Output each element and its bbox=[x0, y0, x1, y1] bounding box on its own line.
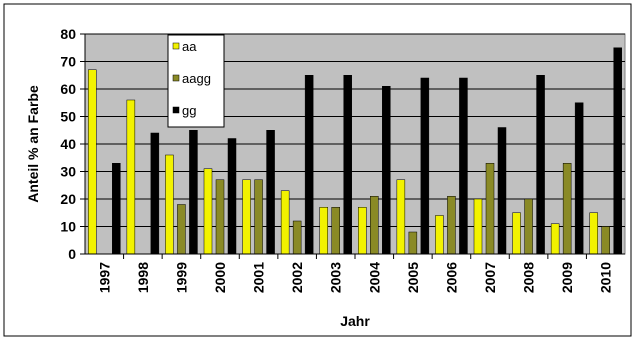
bar-aa-2005 bbox=[396, 179, 406, 255]
legend: aa aagg gg bbox=[167, 34, 225, 128]
x-tick-label: 2009 bbox=[559, 262, 575, 293]
legend-label-gg: gg bbox=[182, 103, 196, 118]
bar-gg-1998 bbox=[150, 132, 160, 255]
bars bbox=[88, 47, 622, 255]
y-tick-label: 40 bbox=[60, 136, 76, 152]
x-tick-label: 2004 bbox=[366, 262, 382, 293]
bar-aagg-2003 bbox=[331, 207, 340, 255]
bar-aa-2002 bbox=[280, 190, 290, 255]
bar-aa-1999 bbox=[165, 154, 174, 255]
bar-aagg-2005 bbox=[408, 231, 418, 255]
y-tick-label: 50 bbox=[60, 109, 76, 125]
bar-aagg-2007 bbox=[485, 163, 495, 255]
bar-gg-2001 bbox=[266, 130, 275, 255]
bar-aa-1997 bbox=[88, 69, 97, 255]
y-tick-label: 0 bbox=[68, 246, 76, 262]
bar-aagg-2006 bbox=[447, 196, 456, 255]
bar-gg-2009 bbox=[574, 102, 584, 255]
bar-aa-2001 bbox=[242, 179, 251, 255]
y-tick-label: 30 bbox=[60, 164, 76, 180]
x-tick-label: 1997 bbox=[96, 262, 112, 293]
y-tick-label: 80 bbox=[60, 26, 76, 42]
bar-aagg-2008 bbox=[524, 198, 533, 255]
legend-swatch-aagg bbox=[172, 74, 180, 82]
legend-swatch-gg bbox=[172, 106, 180, 114]
x-tick-label: 1998 bbox=[135, 262, 151, 293]
bar-aa-2000 bbox=[203, 168, 213, 255]
bar-aa-2007 bbox=[473, 198, 483, 255]
x-tick-label: 2005 bbox=[405, 262, 421, 293]
legend-label-aa: aa bbox=[182, 39, 197, 54]
x-tick-label: 2000 bbox=[212, 262, 228, 293]
y-tick-label: 70 bbox=[60, 54, 76, 70]
x-axis-label: Jahr bbox=[340, 313, 370, 329]
bar-gg-2010 bbox=[613, 47, 622, 255]
bar-aagg-1999 bbox=[177, 204, 186, 255]
legend-swatch-aa bbox=[172, 42, 180, 50]
x-tick-label: 2007 bbox=[482, 262, 498, 293]
bar-gg-2006 bbox=[459, 77, 468, 255]
bar-aa-1998 bbox=[126, 99, 136, 255]
y-tick-label: 20 bbox=[60, 191, 76, 207]
legend-label-aagg: aagg bbox=[182, 71, 211, 86]
x-tick-label: 1999 bbox=[173, 262, 189, 293]
bar-aagg-2000 bbox=[215, 179, 225, 255]
axes: 0 10 20 30 40 50 60 70 80 1997 1998 1999 2000 2001 200… bbox=[60, 26, 625, 293]
x-tick-label: 2010 bbox=[598, 262, 614, 293]
bar-gg-2004 bbox=[382, 86, 391, 255]
bar-aagg-2004 bbox=[370, 196, 379, 255]
y-tick-label: 60 bbox=[60, 81, 76, 97]
bar-aa-2004 bbox=[358, 207, 367, 255]
bar-aagg-2009 bbox=[562, 163, 572, 255]
bar-aagg-2001 bbox=[254, 179, 263, 255]
bar-gg-2005 bbox=[420, 77, 430, 255]
bar-aa-2006 bbox=[435, 215, 444, 255]
bar-gg-2002 bbox=[304, 75, 314, 255]
x-tick-label: 2003 bbox=[328, 262, 344, 293]
bar-aa-2009 bbox=[550, 223, 560, 255]
bar-gg-2000 bbox=[227, 138, 237, 255]
bar-aa-2010 bbox=[589, 212, 598, 255]
bar-gg-2003 bbox=[343, 75, 352, 255]
bar-gg-1997 bbox=[112, 163, 121, 255]
bar-gg-2008 bbox=[536, 75, 545, 255]
bar-gg-2007 bbox=[497, 127, 507, 255]
y-axis-label: Anteil % an Farbe bbox=[25, 85, 41, 203]
x-tick-label: 2006 bbox=[443, 262, 459, 293]
x-tick-label: 2008 bbox=[521, 262, 537, 293]
bar-aagg-2010 bbox=[601, 226, 610, 255]
x-tick-label: 2002 bbox=[289, 262, 305, 293]
bar-aa-2003 bbox=[319, 207, 328, 255]
bar-aa-2008 bbox=[512, 212, 521, 255]
x-tick-label: 2001 bbox=[251, 262, 267, 293]
bar-aagg-2002 bbox=[292, 220, 302, 255]
bar-gg-1999 bbox=[189, 130, 198, 255]
y-tick-label: 10 bbox=[60, 219, 76, 235]
